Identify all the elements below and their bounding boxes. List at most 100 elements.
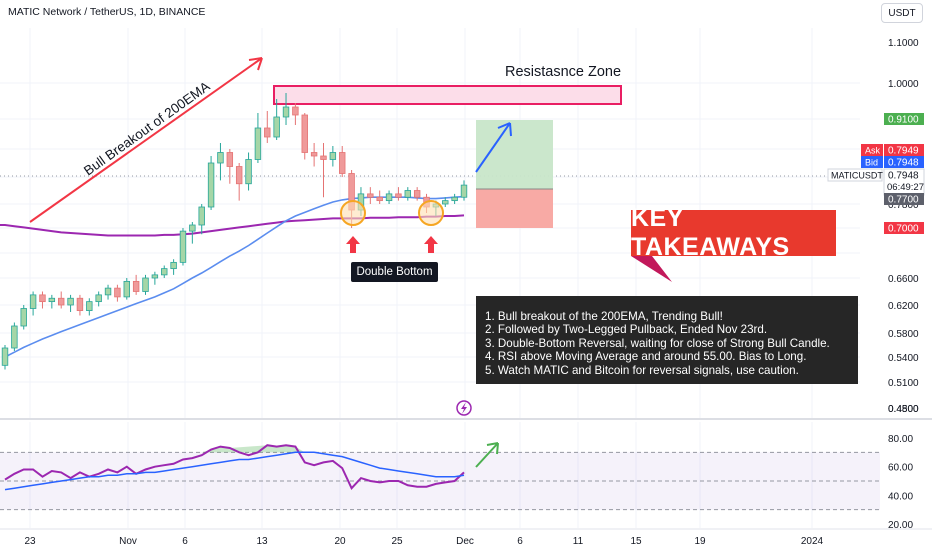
candle-body	[339, 152, 346, 174]
candle-body	[39, 294, 46, 303]
badge-label-bg	[827, 168, 883, 182]
badge-label-bg	[861, 156, 883, 168]
candle	[320, 143, 327, 198]
candle	[123, 278, 130, 300]
candle-body	[320, 155, 327, 160]
candle	[207, 156, 215, 210]
candle-body	[413, 190, 421, 198]
time-tick-label: 23	[24, 536, 36, 547]
time-tick-label: Nov	[119, 536, 137, 547]
candle-body	[86, 301, 93, 312]
candle	[76, 294, 84, 316]
candle-body	[198, 206, 205, 226]
price-tick-label: 0.5100	[888, 378, 919, 389]
candle	[404, 187, 412, 201]
candle	[179, 228, 187, 266]
badge-countdown: 06:49:27	[887, 182, 924, 193]
currency-button[interactable]: USDT	[881, 3, 923, 23]
bull-breakout-arrow	[29, 57, 263, 223]
candle-body	[404, 190, 412, 198]
candle	[151, 271, 159, 285]
badge-value-bg	[884, 144, 924, 156]
candle-body	[151, 274, 159, 279]
candle	[132, 274, 140, 295]
rsi-tick-label: 20.00	[888, 520, 913, 531]
resistance-zone-rect	[273, 85, 622, 105]
rsi-pane	[0, 444, 880, 511]
rsi-tick-label: 40.00	[888, 491, 913, 502]
candle-body	[114, 287, 121, 298]
candle-body	[292, 106, 299, 116]
takeaway-item-4: 4. RSI above Moving Average and around 5…	[485, 350, 807, 364]
price-tick-label: 0.4500	[888, 404, 919, 415]
candle-body	[11, 325, 18, 349]
double-bottom-circle-1	[340, 200, 366, 226]
badge-value-bg	[884, 193, 924, 205]
price-tick-label: 0.5800	[888, 329, 919, 340]
candle-body	[235, 166, 243, 185]
badge-value: 0.7700	[888, 195, 919, 206]
badge-label: MATICUSDT	[831, 171, 883, 181]
candle-body	[226, 152, 234, 167]
candle	[67, 294, 74, 312]
price-tick-label: 1.1000	[888, 38, 919, 49]
badge-value: 0.7000	[888, 224, 919, 235]
badge-value: 0.7949	[888, 146, 919, 157]
badge-value-bg	[884, 113, 924, 125]
candles	[1, 93, 468, 370]
candle	[385, 190, 393, 204]
badge-value: 0.9100	[888, 115, 919, 126]
candle-body	[442, 200, 449, 205]
candle	[264, 111, 271, 143]
candle	[451, 193, 458, 204]
time-tick-label: 13	[256, 536, 268, 547]
candle	[1, 345, 9, 370]
rsi-line	[4, 444, 465, 490]
up-arrow-icon	[346, 236, 360, 253]
candle	[217, 143, 224, 181]
candle-body	[1, 347, 9, 366]
candle	[86, 298, 93, 316]
candle-body	[460, 184, 468, 198]
candle-body	[301, 114, 308, 153]
price-tick-label: 0.7800	[888, 200, 919, 211]
price-tick-label: 0.6200	[888, 301, 919, 312]
candle	[329, 146, 337, 167]
price-tick-label: 0.6600	[888, 274, 919, 285]
candle	[11, 322, 18, 351]
time-tick-label: 11	[573, 536, 584, 547]
candle-body	[245, 159, 252, 185]
candle	[226, 149, 234, 184]
candle	[48, 294, 56, 309]
candle	[254, 113, 262, 163]
badge-value: 0.7948	[888, 158, 919, 169]
candle-body	[451, 196, 458, 202]
candle-body	[282, 106, 290, 118]
double-bottom-circle-2	[418, 200, 444, 226]
ema-200-line	[0, 214, 465, 237]
badge-label: Bid	[865, 158, 878, 168]
candle-body	[20, 308, 27, 327]
key-takeaways-title: KEY TAKEAWAYS	[631, 204, 836, 261]
candle	[273, 99, 280, 140]
time-axis: 23 Nov 6 13 20 25 Dec 6 11 15 19 2024	[0, 528, 932, 547]
candle	[413, 187, 421, 201]
time-tick-label: 15	[630, 536, 642, 547]
takeaway-item-1: 1. Bull breakout of the 200EMA, Trending…	[485, 310, 723, 323]
candle	[20, 305, 27, 330]
badge-value-bg	[884, 222, 924, 234]
lightning-icon[interactable]	[456, 400, 472, 416]
key-takeaways-pointer	[631, 256, 672, 282]
rsi-ma-line	[4, 451, 465, 491]
candle-body	[367, 193, 374, 198]
candle	[395, 187, 402, 201]
time-tick-label: Dec	[456, 536, 474, 547]
badge-label-bg	[861, 144, 883, 156]
takeaway-item-3: 3. Double-Bottom Reversal, waiting for c…	[485, 336, 830, 350]
candle	[310, 143, 318, 167]
candle-body	[376, 196, 383, 202]
candle-body	[142, 277, 149, 292]
candle-body	[161, 268, 168, 276]
candle-body	[217, 152, 224, 164]
candle	[460, 180, 468, 201]
